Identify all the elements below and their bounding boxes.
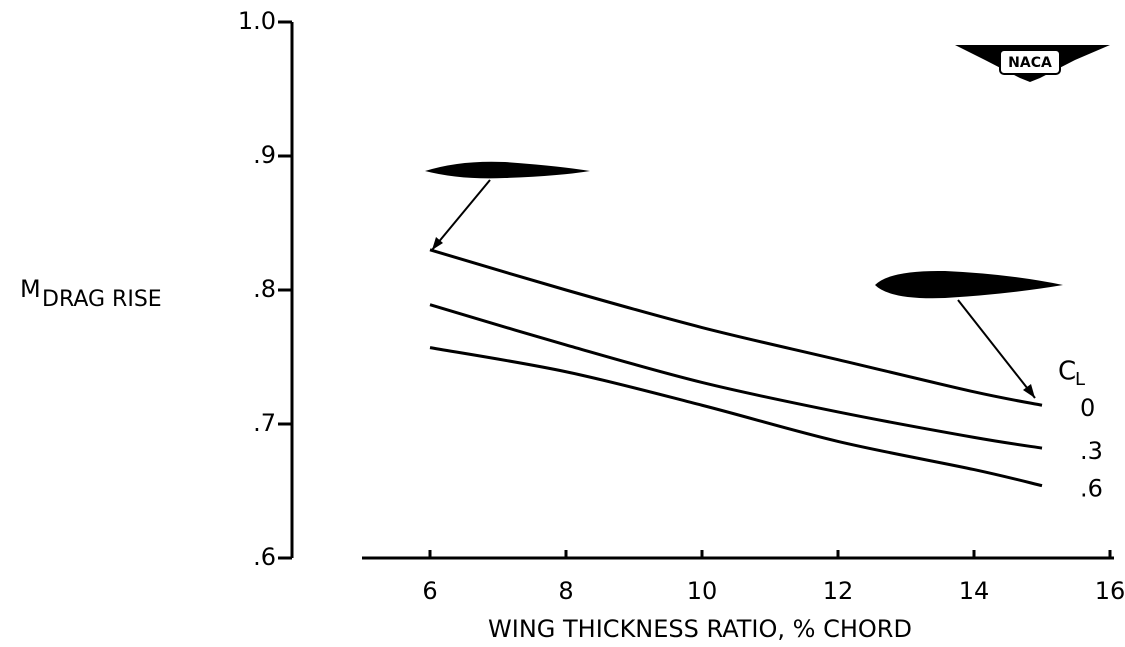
y-tick-label: 1.0 <box>238 7 276 35</box>
arrow <box>431 179 491 251</box>
thick-airfoil <box>875 270 1063 299</box>
y-tick-label: .6 <box>253 543 276 571</box>
y-tick-label: .9 <box>253 141 276 169</box>
legend-title-sub: L <box>1075 369 1085 390</box>
series-label: .3 <box>1080 437 1103 465</box>
logo-badge <box>999 49 1061 75</box>
x-axis-label: WING THICKNESS RATIO, % CHORD <box>488 615 912 643</box>
x-tick-label: 6 <box>422 577 437 605</box>
legend-title: C <box>1058 357 1076 387</box>
x-tick-label: 12 <box>823 577 854 605</box>
data-line <box>429 248 1043 407</box>
data-line <box>429 346 1043 488</box>
x-tick-label: 16 <box>1095 577 1125 605</box>
y-axis-label: M <box>20 275 41 303</box>
series-label: 0 <box>1080 394 1095 422</box>
arrow-head <box>1023 384 1035 398</box>
logo-text: NACA <box>1008 55 1052 71</box>
x-tick-label: 8 <box>558 577 573 605</box>
series-label: .6 <box>1080 475 1103 503</box>
x-tick-label: 14 <box>959 577 990 605</box>
data-line <box>429 303 1043 450</box>
arrow <box>957 299 1036 399</box>
y-tick-label: .8 <box>253 275 276 303</box>
y-axis-label-sub: DRAG RISE <box>42 287 162 312</box>
thin-airfoil <box>425 161 590 179</box>
y-tick-label: .7 <box>253 409 276 437</box>
arrow-head <box>432 237 443 250</box>
x-tick-label: 10 <box>687 577 718 605</box>
